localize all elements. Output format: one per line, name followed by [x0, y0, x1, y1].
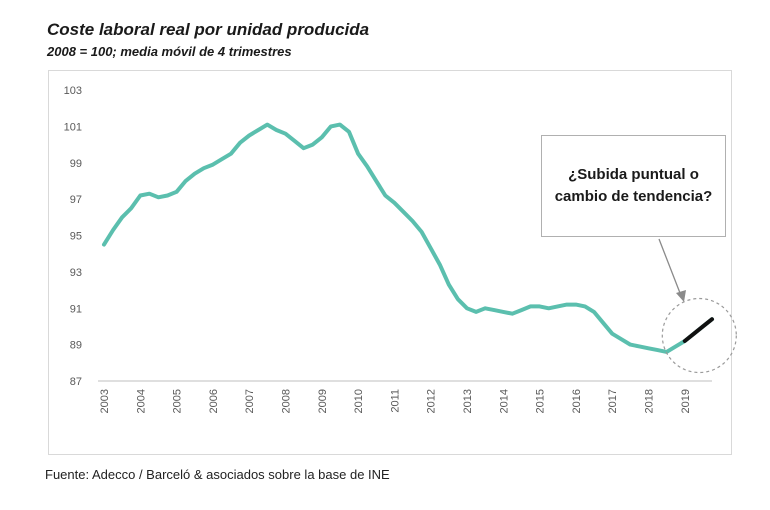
- y-tick-label: 89: [70, 340, 82, 352]
- x-tick-label: 2016: [571, 389, 583, 413]
- x-tick-label: 2013: [462, 389, 474, 413]
- x-tick-label: 2011: [389, 389, 401, 413]
- highlight-circle: [661, 297, 737, 374]
- x-tick-label: 2014: [498, 389, 510, 413]
- x-tick-label: 2018: [643, 389, 655, 413]
- chart-title: Coste laboral real por unidad producida: [47, 20, 370, 39]
- x-tick-label: 2017: [607, 389, 619, 413]
- x-tick-label: 2009: [317, 389, 329, 413]
- x-tick-label: 2006: [208, 389, 220, 413]
- y-tick-label: 87: [70, 376, 82, 388]
- x-tick-label: 2015: [535, 389, 547, 413]
- series-line: [102, 122, 714, 354]
- x-tick-label: 2008: [280, 389, 292, 413]
- source-note: Fuente: Adecco / Barceló & asociados sob…: [45, 467, 390, 482]
- callout-arrowhead: [676, 290, 686, 302]
- y-tick-label: 95: [70, 231, 82, 243]
- x-tick-label: 2003: [99, 389, 111, 413]
- x-tick-label: 2007: [244, 389, 256, 413]
- x-tick-label: 2004: [135, 389, 147, 413]
- y-tick-label: 103: [64, 85, 82, 97]
- y-tick-label: 91: [70, 303, 82, 315]
- annotation-callout: ¿Subida puntual o cambio de tendencia?: [541, 135, 726, 237]
- chart-frame: [48, 70, 732, 455]
- x-tick-label: 2010: [353, 389, 365, 413]
- highlight-segment: [682, 317, 714, 343]
- y-tick-label: 93: [70, 267, 82, 279]
- chart-subtitle: 2008 = 100; media móvil de 4 trimestres: [47, 44, 292, 59]
- callout-arrow: [658, 238, 681, 294]
- y-tick-label: 97: [70, 194, 82, 206]
- y-tick-label: 99: [70, 158, 82, 170]
- x-tick-label: 2005: [172, 389, 184, 413]
- x-tick-label: 2019: [680, 389, 692, 413]
- x-tick-label: 2012: [426, 389, 438, 413]
- y-tick-label: 101: [64, 121, 82, 133]
